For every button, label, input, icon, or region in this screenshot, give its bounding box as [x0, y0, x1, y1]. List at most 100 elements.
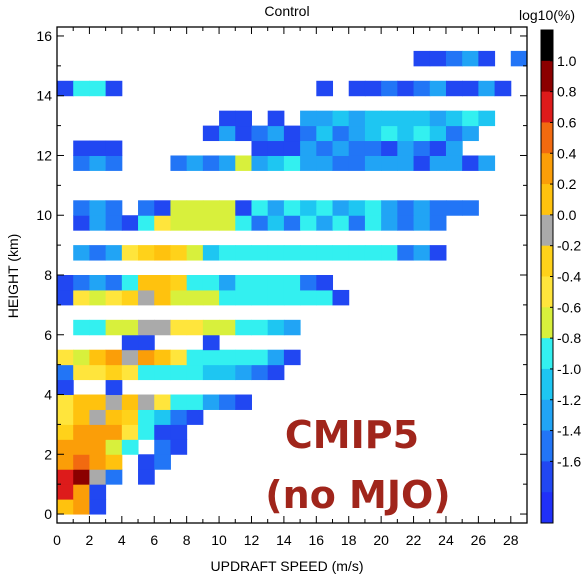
heatmap-cell [413, 245, 431, 261]
heatmap-cell [364, 110, 382, 127]
heatmap-cell [89, 80, 107, 97]
heatmap-cell [57, 275, 74, 291]
colorbar-label: -0.4 [557, 269, 581, 285]
heatmap-cell [510, 50, 528, 67]
heatmap-cell [283, 245, 301, 261]
heatmap-cell [283, 200, 301, 216]
heatmap-cell [381, 245, 398, 261]
y-tick-labels: 0 2 4 6 8 10 12 14 16 [36, 28, 52, 522]
heatmap-cell [283, 349, 301, 366]
heatmap-cell [348, 80, 366, 97]
heatmap-cell [57, 439, 74, 455]
colorbar [540, 29, 554, 524]
heatmap-cell [283, 319, 301, 336]
heatmap-cell [364, 200, 382, 216]
heatmap-cell [300, 125, 317, 142]
heatmap-cell [121, 349, 139, 366]
heatmap-cell [478, 155, 496, 171]
heatmap-cell [105, 439, 123, 455]
heatmap-cell [283, 289, 301, 306]
heatmap-cell [154, 215, 171, 231]
heatmap-cell [381, 80, 398, 97]
y-tick-label: 0 [44, 506, 52, 522]
heatmap-cell [364, 215, 382, 231]
heatmap-cell [138, 394, 155, 410]
heatmap-cell [89, 499, 107, 515]
heatmap-cell [300, 215, 317, 231]
heatmap-cell [462, 80, 479, 97]
heatmap-cell [478, 50, 496, 67]
heatmap-cell [202, 275, 220, 291]
heatmap-cell [186, 319, 204, 336]
heatmap-cell [381, 140, 398, 156]
heatmap-cell [251, 289, 269, 306]
heatmap-cell [429, 200, 447, 216]
heatmap-cell [105, 80, 123, 97]
heatmap-cell [138, 469, 155, 485]
heatmap-cell [138, 289, 155, 306]
heatmap-cell [202, 289, 220, 306]
heatmap-cell [316, 289, 334, 306]
heatmap-cell [57, 454, 74, 470]
heatmap-cell [73, 469, 90, 485]
heatmap-cell [348, 200, 366, 216]
heatmap-cell [121, 424, 139, 440]
colorbar-swatch [541, 307, 553, 339]
heatmap-cell [397, 245, 415, 261]
heatmap-cell [105, 215, 123, 231]
heatmap-cell [462, 155, 479, 171]
heatmap-cell [267, 140, 285, 156]
heatmap-cell [316, 80, 334, 97]
heatmap-cell [235, 275, 252, 291]
heatmap-cell [348, 140, 366, 156]
heatmap-cell [73, 424, 90, 440]
heatmap-cell [154, 409, 171, 425]
heatmap-cell [186, 275, 204, 291]
heatmap-cell [267, 155, 285, 171]
colorbar-swatch [541, 430, 553, 462]
heatmap-cell [300, 275, 317, 291]
heatmap-cell [105, 454, 123, 470]
heatmap-cell [138, 200, 155, 216]
heatmap-cell [73, 80, 90, 97]
heatmap-cell [364, 125, 382, 142]
heatmap-cell [138, 215, 155, 231]
heatmap-cell [57, 379, 74, 396]
colorbar-label: 0.4 [557, 145, 577, 161]
heatmap-cell [105, 364, 123, 381]
colorbar-swatch [541, 214, 553, 247]
heatmap-cell [138, 245, 155, 261]
heatmap-cell [381, 110, 398, 127]
x-tick-label: 28 [503, 532, 519, 548]
y-tick-label: 4 [44, 387, 52, 403]
heatmap-cell [89, 245, 107, 261]
heatmap-cell [73, 275, 90, 291]
heatmap-cell [462, 200, 479, 216]
heatmap-cell [89, 319, 107, 336]
heatmap-cell [397, 125, 415, 142]
heatmap-cell [413, 80, 431, 97]
heatmap-cell [300, 110, 317, 127]
x-tick-label: 24 [438, 532, 454, 548]
heatmap-cell [73, 140, 90, 156]
heatmap-cell [105, 275, 123, 291]
heatmap-cell [57, 80, 74, 97]
heatmap-cell [73, 364, 90, 381]
heatmap-cell [138, 454, 155, 470]
heatmap-cell [413, 110, 431, 127]
y-tick-label: 12 [36, 147, 52, 163]
heatmap-cell [267, 110, 285, 127]
heatmap-cell [186, 155, 204, 171]
x-tick-label: 0 [53, 532, 61, 548]
heatmap-cell [348, 155, 366, 171]
heatmap-cell [300, 200, 317, 216]
heatmap-cell [235, 215, 252, 231]
heatmap-cell [219, 394, 236, 410]
colorbar-label: -1.0 [557, 361, 581, 377]
heatmap-cell [57, 394, 74, 410]
heatmap-cell [73, 200, 90, 216]
heatmap-cell [267, 125, 285, 142]
heatmap-cell [105, 424, 123, 440]
heatmap-cell [121, 319, 139, 336]
colorbar-swatch [541, 338, 553, 370]
